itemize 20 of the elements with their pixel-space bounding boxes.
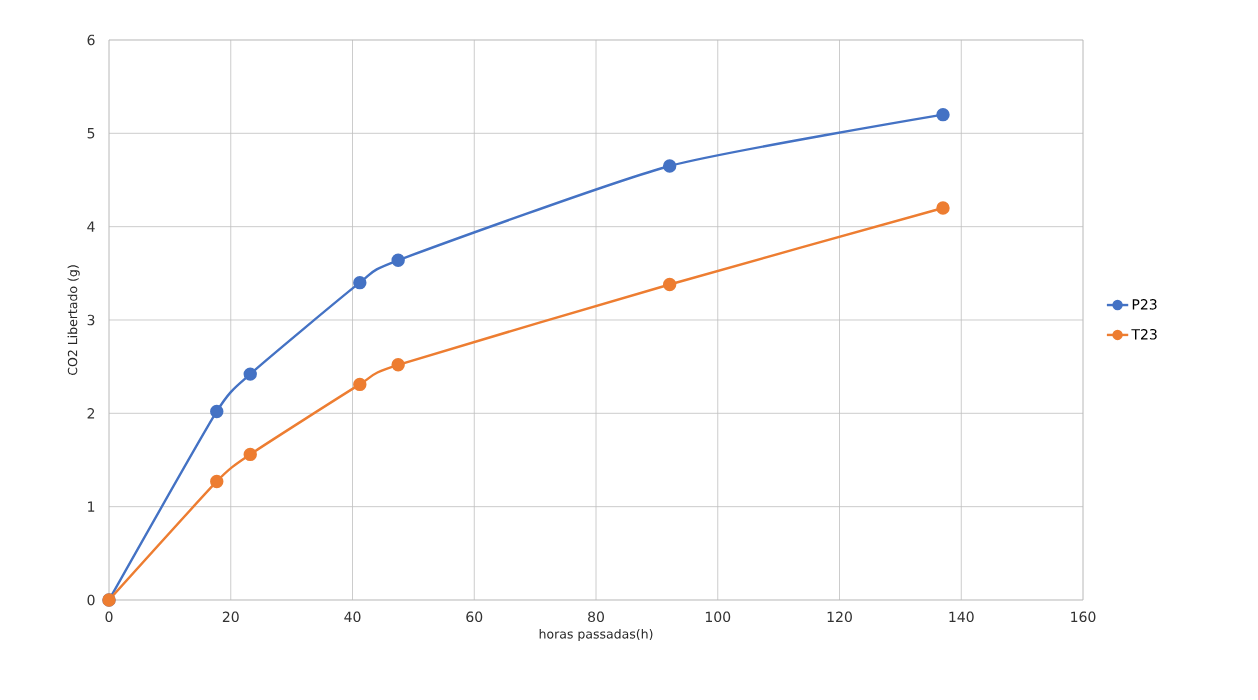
y-tick-label: 5 [87,128,95,139]
x-tick-label: 0 [105,611,113,623]
x-tick-label: 160 [1071,611,1096,623]
x-tick-label: 80 [588,611,604,623]
y-axis-title: CO2 Libertado (g) [67,265,80,376]
y-tick-label: 1 [88,501,95,512]
x-tick-label: 120 [827,611,852,623]
y-tick-label: 3 [87,314,95,326]
legend-label: P23 [1132,299,1157,310]
x-tick-label: 100 [705,611,731,623]
y-tick-label: 0 [87,594,95,606]
y-tick-label: 6 [87,34,95,46]
x-tick-label: 60 [466,611,483,623]
x-tick-label: 20 [222,611,239,623]
x-axis-title: horas passadas(h) [539,628,653,642]
y-tick-label: 4 [87,221,95,232]
x-tick-label: 40 [344,611,361,623]
legend-label: T23 [1131,328,1157,340]
y-tick-label: 2 [87,408,95,419]
x-tick-label: 140 [949,611,974,623]
